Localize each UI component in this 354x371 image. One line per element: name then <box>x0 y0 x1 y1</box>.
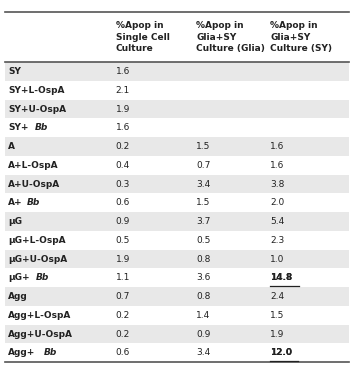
Bar <box>5 306 349 325</box>
Text: μG+U-OspA: μG+U-OspA <box>8 255 68 263</box>
Bar <box>5 156 349 175</box>
Bar <box>5 137 349 156</box>
Text: A+U-OspA: A+U-OspA <box>8 180 61 188</box>
Text: 1.0: 1.0 <box>270 255 285 263</box>
Text: 0.9: 0.9 <box>115 217 130 226</box>
Text: %Apop in
Glia+SY
Culture (SY): %Apop in Glia+SY Culture (SY) <box>270 22 332 53</box>
Text: 1.5: 1.5 <box>196 142 211 151</box>
Text: SY+L-OspA: SY+L-OspA <box>8 86 65 95</box>
Text: 1.9: 1.9 <box>115 255 130 263</box>
Text: 0.5: 0.5 <box>196 236 211 245</box>
Text: Agg+L-OspA: Agg+L-OspA <box>8 311 72 320</box>
Text: Agg+: Agg+ <box>8 348 36 357</box>
Text: Agg: Agg <box>8 292 28 301</box>
Text: μG+: μG+ <box>8 273 30 282</box>
Text: μG: μG <box>8 217 22 226</box>
Text: Agg+U-OspA: Agg+U-OspA <box>8 329 73 339</box>
Text: 1.4: 1.4 <box>196 311 211 320</box>
Bar <box>193 13 267 62</box>
Text: 1.9: 1.9 <box>115 105 130 114</box>
Text: SY+U-OspA: SY+U-OspA <box>8 105 67 114</box>
Text: 2.4: 2.4 <box>270 292 284 301</box>
Text: Bb: Bb <box>44 348 57 357</box>
Text: Bb: Bb <box>35 123 48 132</box>
Text: 0.3: 0.3 <box>115 180 130 188</box>
Bar <box>112 13 193 62</box>
Text: 0.8: 0.8 <box>196 292 211 301</box>
Bar <box>5 81 349 100</box>
Text: Bb: Bb <box>36 273 50 282</box>
Text: 0.6: 0.6 <box>115 348 130 357</box>
Bar <box>267 13 349 62</box>
Text: 3.6: 3.6 <box>196 273 211 282</box>
Text: 2.3: 2.3 <box>270 236 284 245</box>
Text: 12.0: 12.0 <box>270 348 292 357</box>
Text: A+: A+ <box>8 198 23 207</box>
Text: 14.8: 14.8 <box>270 273 292 282</box>
Text: 0.6: 0.6 <box>115 198 130 207</box>
Text: SY+: SY+ <box>8 123 29 132</box>
Text: μG+L-OspA: μG+L-OspA <box>8 236 66 245</box>
Bar <box>5 118 349 137</box>
Text: 12.0: 12.0 <box>270 348 292 357</box>
Text: 1.5: 1.5 <box>196 198 211 207</box>
Bar <box>5 325 349 344</box>
Bar <box>5 212 349 231</box>
Text: SY: SY <box>8 67 21 76</box>
Text: 1.6: 1.6 <box>270 161 285 170</box>
Text: 0.5: 0.5 <box>115 236 130 245</box>
Text: 0.7: 0.7 <box>196 161 211 170</box>
Bar <box>5 62 349 81</box>
Bar <box>5 231 349 250</box>
Text: A+L-OspA: A+L-OspA <box>8 161 59 170</box>
Text: 1.6: 1.6 <box>115 67 130 76</box>
Text: 0.4: 0.4 <box>115 161 130 170</box>
Bar <box>5 250 349 269</box>
Text: 0.9: 0.9 <box>196 329 211 339</box>
Text: 2.1: 2.1 <box>115 86 130 95</box>
Bar <box>5 344 349 362</box>
Text: %Apop in
Single Cell
Culture: %Apop in Single Cell Culture <box>115 22 170 53</box>
Bar <box>5 287 349 306</box>
Text: 1.6: 1.6 <box>270 142 285 151</box>
Bar <box>5 13 112 62</box>
Text: 0.2: 0.2 <box>115 311 130 320</box>
Text: 3.4: 3.4 <box>196 348 211 357</box>
Text: 0.2: 0.2 <box>115 329 130 339</box>
Text: 14.8: 14.8 <box>270 273 292 282</box>
Text: 2.0: 2.0 <box>270 198 284 207</box>
Text: 3.4: 3.4 <box>196 180 211 188</box>
Text: 1.9: 1.9 <box>270 329 285 339</box>
Bar <box>5 175 349 193</box>
Text: %Apop in
Glia+SY
Culture (Glia): %Apop in Glia+SY Culture (Glia) <box>196 22 265 53</box>
Bar <box>5 193 349 212</box>
Text: 0.2: 0.2 <box>115 142 130 151</box>
Text: A: A <box>8 142 16 151</box>
Text: 1.6: 1.6 <box>115 123 130 132</box>
Text: Bb: Bb <box>27 198 40 207</box>
Text: 5.4: 5.4 <box>270 217 284 226</box>
Bar <box>5 100 349 118</box>
Text: 1.5: 1.5 <box>270 311 285 320</box>
Text: 0.7: 0.7 <box>115 292 130 301</box>
Bar <box>5 269 349 287</box>
Text: 3.8: 3.8 <box>270 180 285 188</box>
Text: 3.7: 3.7 <box>196 217 211 226</box>
Text: 0.8: 0.8 <box>196 255 211 263</box>
Text: 1.1: 1.1 <box>115 273 130 282</box>
